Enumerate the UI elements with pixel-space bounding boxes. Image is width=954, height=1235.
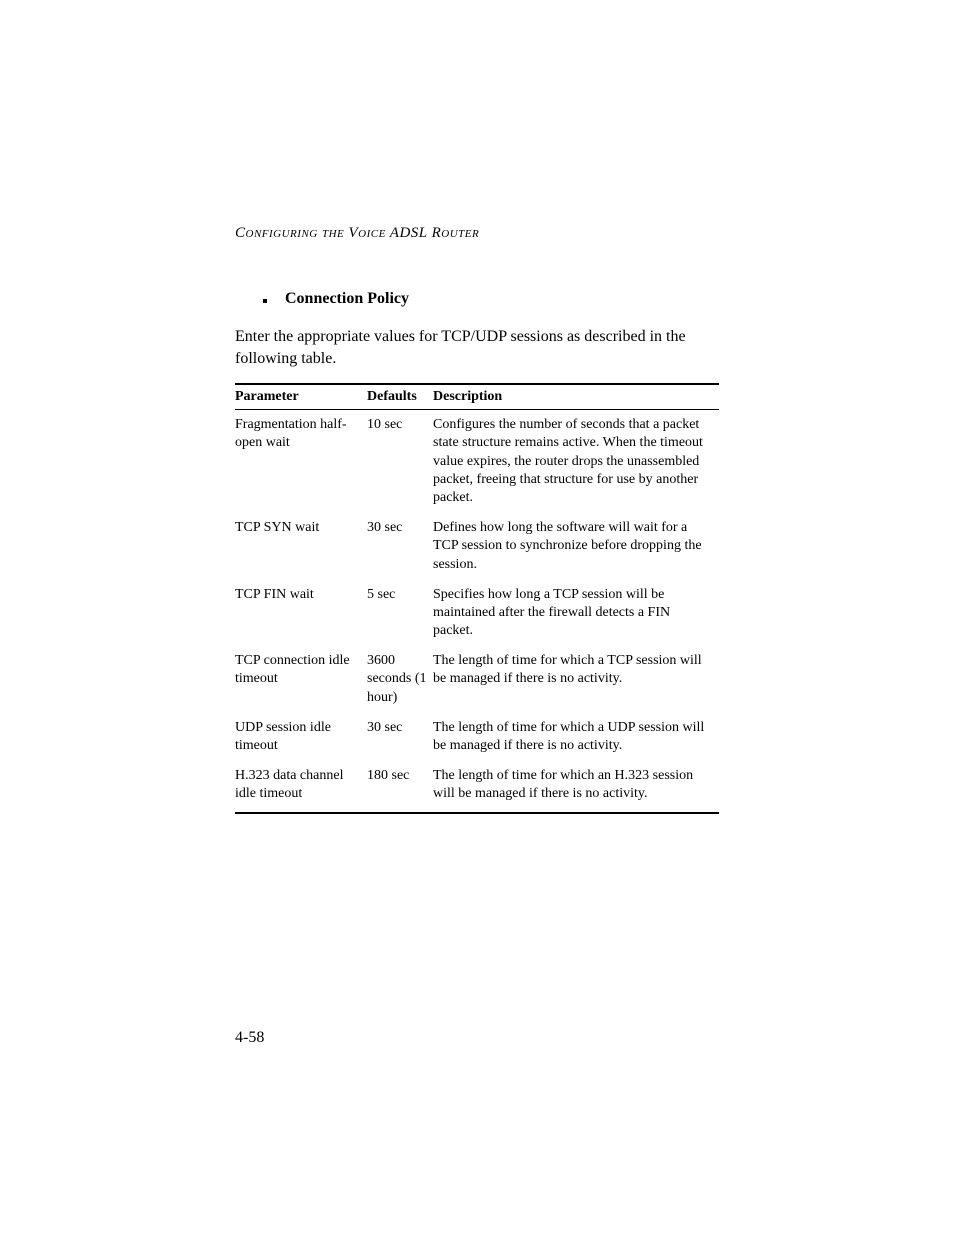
section-heading: Connection Policy (285, 290, 409, 308)
cell-default: 30 sec (367, 513, 433, 580)
page-container: Configuring the Voice ADSL Router Connec… (0, 0, 954, 1235)
cell-parameter: Fragmentation half-open wait (235, 410, 367, 513)
table-row: TCP SYN wait 30 sec Defines how long the… (235, 513, 719, 580)
section-heading-row: Connection Policy (235, 290, 719, 308)
cell-default: 30 sec (367, 713, 433, 761)
column-header: Description (433, 384, 719, 410)
cell-parameter: H.323 data channel idle timeout (235, 761, 367, 812)
table-header-row: Parameter Defaults Description (235, 384, 719, 410)
cell-default: 5 sec (367, 580, 433, 647)
cell-parameter: UDP session idle timeout (235, 713, 367, 761)
cell-parameter: TCP SYN wait (235, 513, 367, 580)
cell-description: The length of time for which a UDP sessi… (433, 713, 719, 761)
table-row: TCP connection idle timeout 3600 seconds… (235, 646, 719, 713)
cell-default: 3600 seconds (1 hour) (367, 646, 433, 713)
table-row: UDP session idle timeout 30 sec The leng… (235, 713, 719, 761)
cell-description: Configures the number of seconds that a … (433, 410, 719, 513)
table-row: Fragmentation half-open wait 10 sec Conf… (235, 410, 719, 513)
parameters-table: Parameter Defaults Description Fragmenta… (235, 383, 719, 813)
cell-parameter: TCP connection idle timeout (235, 646, 367, 713)
cell-description: Defines how long the software will wait … (433, 513, 719, 580)
column-header: Parameter (235, 384, 367, 410)
intro-paragraph: Enter the appropriate values for TCP/UDP… (235, 326, 719, 369)
bullet-icon (263, 299, 267, 303)
column-header: Defaults (367, 384, 433, 410)
table-row: H.323 data channel idle timeout 180 sec … (235, 761, 719, 812)
cell-description: The length of time for which an H.323 se… (433, 761, 719, 812)
cell-default: 10 sec (367, 410, 433, 513)
cell-description: Specifies how long a TCP session will be… (433, 580, 719, 647)
running-header: Configuring the Voice ADSL Router (235, 225, 719, 242)
cell-description: The length of time for which a TCP sessi… (433, 646, 719, 713)
table-row: TCP FIN wait 5 sec Specifies how long a … (235, 580, 719, 647)
cell-default: 180 sec (367, 761, 433, 812)
page-number: 4-58 (235, 1029, 264, 1047)
cell-parameter: TCP FIN wait (235, 580, 367, 647)
